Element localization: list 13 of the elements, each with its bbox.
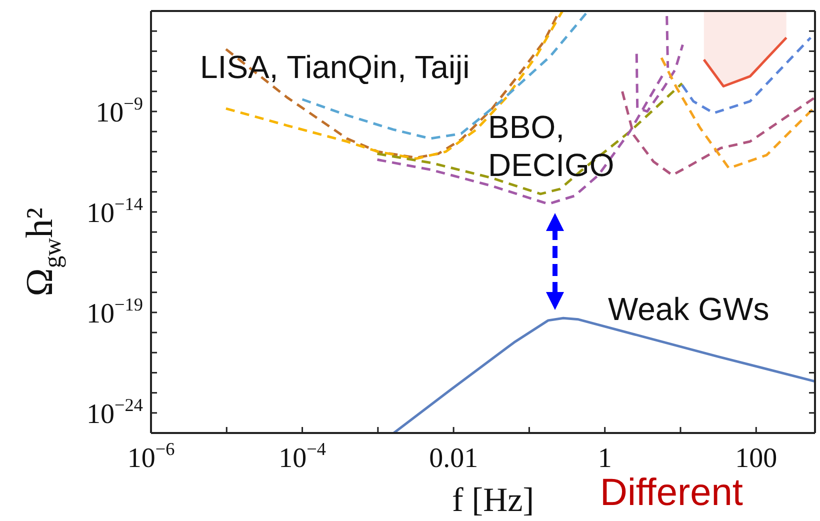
annotation: LISA, TianQin, Taiji <box>200 48 470 86</box>
annotation: Weak GWs <box>608 290 770 328</box>
x-tick-label: 0.01 <box>429 443 478 474</box>
y-tick-label: 10$^{−9}$ <box>96 94 143 128</box>
x-axis-title: f [Hz] <box>452 482 534 519</box>
text: Different <box>600 472 743 515</box>
x-tick-label: 100 <box>735 443 778 474</box>
y-tick-label: 10$^{−19}$ <box>86 294 143 330</box>
y-tick-label: 10$^{−14}$ <box>86 194 143 229</box>
y-tick-label: 10$^{−24}$ <box>86 395 143 430</box>
x-tick-label: 1 <box>598 443 612 474</box>
x-tick-label: 10$^{−6}$ <box>127 439 175 474</box>
x-tick-label: 10$^{−4}$ <box>278 439 326 474</box>
